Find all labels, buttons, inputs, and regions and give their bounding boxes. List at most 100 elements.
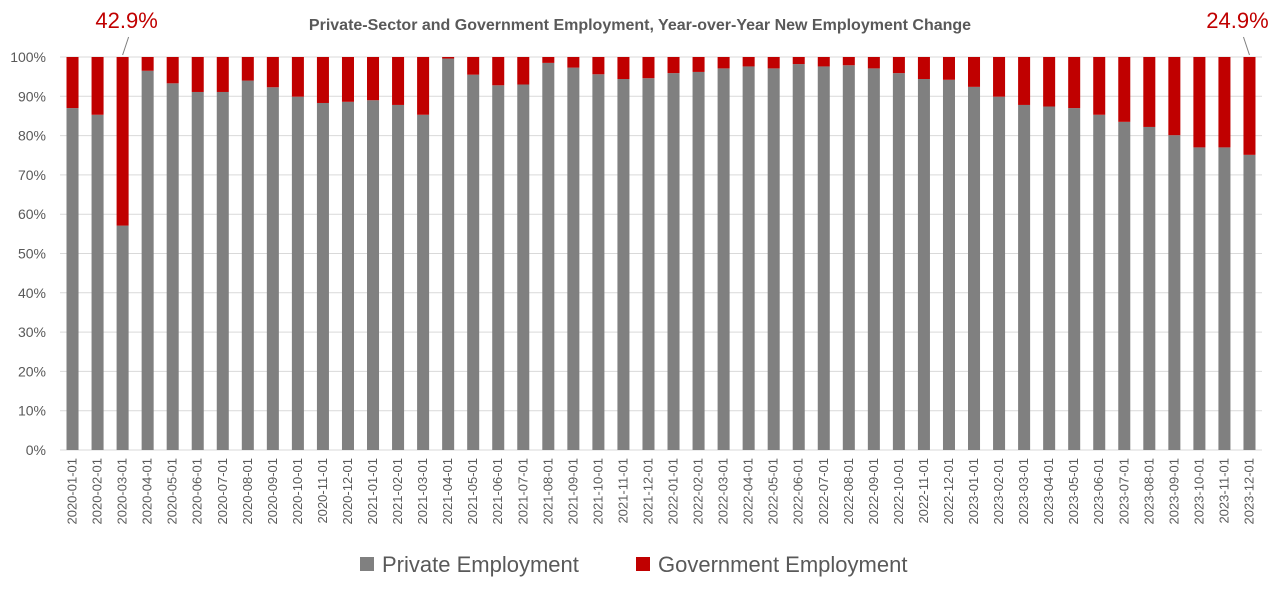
bar-private-employment (467, 74, 480, 450)
bar-private-employment (216, 91, 229, 451)
y-tick-label: 40% (18, 285, 46, 301)
bar-government-employment (417, 57, 430, 115)
chart-title: Private-Sector and Government Employment… (309, 17, 971, 34)
x-tick-label: 2021-06-01 (490, 458, 505, 525)
x-tick-label: 2021-01-01 (365, 458, 380, 525)
x-tick-label: 2020-12-01 (340, 458, 355, 525)
x-tick-label: 2020-02-01 (90, 458, 105, 525)
bar-private-employment (1093, 114, 1106, 451)
x-tick-label: 2021-07-01 (515, 458, 530, 525)
bar-government-employment (542, 57, 555, 63)
x-tick-label: 2021-04-01 (440, 458, 455, 524)
x-tick-label: 2023-11-01 (1216, 458, 1231, 524)
callout-label: 24.9% (1206, 8, 1268, 33)
bar-government-employment (166, 57, 179, 84)
x-tick-label: 2023-03-01 (1016, 458, 1031, 525)
callout-leader-line (1243, 36, 1250, 56)
bar-private-employment (842, 65, 855, 451)
bar-private-employment (1018, 104, 1031, 451)
bar-government-employment (191, 57, 204, 92)
bar-government-employment (291, 57, 304, 97)
bar-government-employment (1093, 57, 1106, 115)
bar-government-employment (817, 57, 830, 67)
bars (66, 57, 1256, 451)
bar-government-employment (592, 57, 605, 75)
x-tick-label: 2023-05-01 (1066, 458, 1081, 525)
bar-private-employment (291, 96, 304, 451)
bar-government-employment (66, 57, 79, 109)
bar-government-employment (467, 57, 480, 75)
bar-government-employment (392, 57, 405, 105)
callout-leader-line (122, 36, 130, 56)
bar-private-employment (1118, 121, 1131, 450)
bar-government-employment (842, 57, 855, 66)
x-tick-label: 2020-01-01 (65, 458, 80, 525)
bar-government-employment (1168, 57, 1181, 136)
bar-government-employment (517, 57, 530, 85)
bar-private-employment (367, 100, 380, 450)
bar-government-employment (642, 57, 655, 79)
bar-government-employment (1043, 57, 1056, 107)
x-tick-label: 2022-03-01 (716, 458, 731, 525)
x-tick-label: 2022-05-01 (766, 458, 781, 525)
bar-government-employment (316, 57, 329, 103)
x-tick-label: 2023-08-01 (1141, 458, 1156, 525)
x-tick-label: 2023-06-01 (1091, 458, 1106, 525)
bar-private-employment (91, 114, 104, 451)
bar-government-employment (1068, 57, 1081, 109)
bar-government-employment (492, 57, 505, 86)
x-tick-label: 2023-01-01 (966, 458, 981, 525)
x-tick-label: 2023-04-01 (1041, 458, 1056, 525)
bar-private-employment (1068, 108, 1081, 450)
bar-private-employment (667, 73, 680, 450)
bar-private-employment (892, 73, 905, 450)
legend-label-government: Government Employment (658, 552, 907, 577)
bar-private-employment (867, 68, 880, 450)
bar-government-employment (1243, 57, 1256, 155)
bar-private-employment (1243, 154, 1256, 450)
x-tick-label: 2022-10-01 (891, 458, 906, 525)
bar-government-employment (968, 57, 981, 87)
y-tick-label: 90% (18, 88, 46, 104)
x-tick-label: 2022-02-01 (691, 458, 706, 525)
bar-private-employment (1218, 147, 1231, 450)
bar-private-employment (266, 87, 279, 451)
legend: Private Employment Government Employment (360, 552, 907, 577)
bar-government-employment (341, 57, 354, 102)
legend-swatch-private (360, 557, 374, 571)
x-tick-label: 2020-03-01 (115, 458, 130, 525)
bar-government-employment (1218, 57, 1231, 148)
x-tick-label: 2021-10-01 (590, 458, 605, 525)
bar-private-employment (942, 79, 955, 450)
y-axis-ticks: 0% 10% 20% 30% 40% 50% 60% 70% 80% 90% 100% (10, 49, 46, 458)
bar-government-employment (917, 57, 930, 80)
x-tick-label: 2022-12-01 (941, 458, 956, 525)
bar-private-employment (817, 66, 830, 450)
legend-label-private: Private Employment (382, 552, 579, 577)
bar-private-employment (166, 83, 179, 451)
x-tick-label: 2022-11-01 (916, 458, 931, 524)
bar-private-employment (968, 86, 981, 451)
callouts: 42.9% 24.9% (95, 8, 1269, 56)
bar-government-employment (567, 57, 580, 68)
x-tick-label: 2021-09-01 (565, 458, 580, 525)
bar-private-employment (542, 62, 555, 451)
x-tick-label: 2021-03-01 (415, 458, 430, 525)
y-tick-label: 100% (10, 49, 46, 65)
bar-private-employment (392, 104, 405, 451)
x-tick-label: 2021-11-01 (615, 458, 630, 524)
callout-label: 42.9% (95, 8, 157, 33)
bar-government-employment (1118, 57, 1131, 122)
bar-government-employment (116, 57, 129, 226)
bar-private-employment (792, 64, 805, 450)
bar-government-employment (667, 57, 680, 74)
y-tick-label: 80% (18, 128, 46, 144)
y-tick-label: 20% (18, 363, 46, 379)
x-tick-label: 2021-02-01 (390, 458, 405, 525)
bar-government-employment (717, 57, 730, 69)
bar-private-employment (316, 102, 329, 450)
x-tick-label: 2022-09-01 (866, 458, 881, 525)
x-tick-label: 2022-06-01 (791, 458, 806, 525)
bar-government-employment (241, 57, 254, 81)
